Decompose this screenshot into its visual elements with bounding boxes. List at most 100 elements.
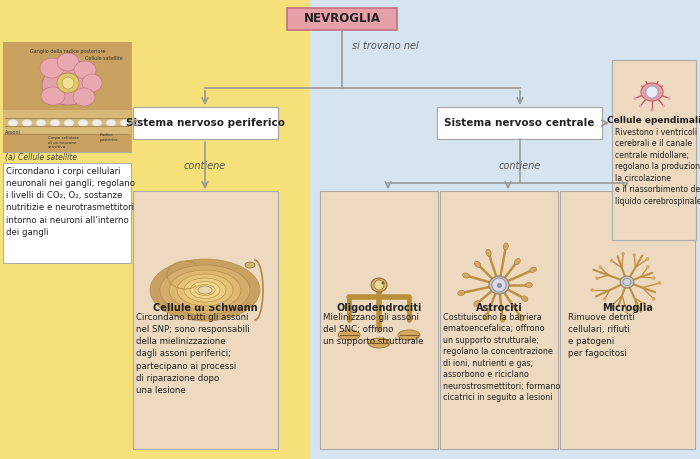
Ellipse shape xyxy=(500,313,505,321)
Ellipse shape xyxy=(169,270,241,310)
Circle shape xyxy=(652,276,655,280)
Ellipse shape xyxy=(40,58,64,78)
Text: Circondano tutti gli assoni
nel SNP; sono responsabili
della mielinizzazione
dag: Circondano tutti gli assoni nel SNP; son… xyxy=(136,313,250,395)
Circle shape xyxy=(634,97,636,100)
Text: Circondano i corpi cellulari
neuronali nei gangli; regolano
i livelli di CO₂, O₂: Circondano i corpi cellulari neuronali n… xyxy=(6,167,135,237)
Text: Cellule satellite: Cellule satellite xyxy=(85,56,122,61)
Circle shape xyxy=(639,104,642,107)
Ellipse shape xyxy=(531,267,538,272)
Circle shape xyxy=(374,280,384,290)
Bar xyxy=(3,42,131,152)
Bar xyxy=(133,107,278,139)
Ellipse shape xyxy=(526,282,533,287)
Text: Radice
posterior.: Radice posterior. xyxy=(100,133,120,141)
Text: Sistema nervoso periferico: Sistema nervoso periferico xyxy=(126,118,285,128)
Ellipse shape xyxy=(338,330,360,340)
Circle shape xyxy=(382,281,384,285)
Circle shape xyxy=(610,304,613,308)
Text: Cellule ependimali: Cellule ependimali xyxy=(607,116,700,125)
Text: Costituiscono la barriera
ematoencefalica; offrono
un supporto strutturale;
rego: Costituiscono la barriera ematoencefalic… xyxy=(443,313,561,402)
Ellipse shape xyxy=(120,119,130,127)
Text: Rimuove detriti
cellulari, rifiuti
e patogeni
per fagocitosi: Rimuove detriti cellulari, rifiuti e pat… xyxy=(568,313,635,358)
Ellipse shape xyxy=(524,297,530,302)
Text: Ganglio della radice posteriore: Ganglio della radice posteriore xyxy=(30,49,106,54)
Text: Rivestono i ventricoli
cerebrali e il canale
centrale midollare;
regolano la pro: Rivestono i ventricoli cerebrali e il ca… xyxy=(615,128,700,206)
Circle shape xyxy=(596,276,599,280)
Circle shape xyxy=(633,308,636,311)
Ellipse shape xyxy=(517,254,524,261)
Bar xyxy=(3,42,131,152)
Text: (a) Cellule satellite: (a) Cellule satellite xyxy=(5,153,77,162)
Ellipse shape xyxy=(92,119,102,127)
Bar xyxy=(437,107,602,139)
Text: Astrociti: Astrociti xyxy=(475,303,522,313)
Circle shape xyxy=(633,253,636,257)
Ellipse shape xyxy=(177,274,233,306)
Ellipse shape xyxy=(50,119,60,127)
Ellipse shape xyxy=(74,61,96,79)
Bar xyxy=(3,110,131,134)
Ellipse shape xyxy=(470,257,476,263)
Ellipse shape xyxy=(195,285,215,296)
Text: Cellule di Schwann: Cellule di Schwann xyxy=(153,303,258,313)
Text: Assoni: Assoni xyxy=(5,130,21,135)
Bar xyxy=(287,8,397,30)
Ellipse shape xyxy=(64,119,74,127)
Circle shape xyxy=(652,297,655,301)
Bar xyxy=(133,191,278,449)
Ellipse shape xyxy=(190,281,220,298)
Circle shape xyxy=(657,281,662,285)
Circle shape xyxy=(646,86,658,98)
Text: Oligodendrociti: Oligodendrociti xyxy=(336,303,421,313)
Ellipse shape xyxy=(245,262,255,268)
Bar xyxy=(612,60,696,240)
Bar xyxy=(440,191,558,449)
Text: contiene: contiene xyxy=(499,161,541,171)
Text: Sistema nervoso centrale: Sistema nervoso centrale xyxy=(444,118,595,128)
Circle shape xyxy=(667,97,671,100)
Circle shape xyxy=(62,77,74,89)
Ellipse shape xyxy=(502,249,508,256)
Ellipse shape xyxy=(482,318,487,325)
Ellipse shape xyxy=(41,87,65,105)
Ellipse shape xyxy=(641,83,663,101)
Ellipse shape xyxy=(489,276,509,294)
Ellipse shape xyxy=(82,74,102,92)
Text: si trovano nel: si trovano nel xyxy=(352,41,419,51)
Text: Microglia: Microglia xyxy=(602,303,653,313)
Text: Corpo cellulare
di un neurone
sensitivo: Corpo cellulare di un neurone sensitivo xyxy=(48,136,79,149)
Circle shape xyxy=(662,104,665,107)
Circle shape xyxy=(650,108,654,112)
Ellipse shape xyxy=(466,289,473,294)
Ellipse shape xyxy=(468,305,475,311)
Circle shape xyxy=(643,302,646,306)
Bar xyxy=(560,191,695,449)
Bar xyxy=(3,163,131,263)
Ellipse shape xyxy=(106,119,116,127)
Ellipse shape xyxy=(57,53,79,71)
Ellipse shape xyxy=(198,286,212,294)
Ellipse shape xyxy=(371,278,387,292)
Ellipse shape xyxy=(484,244,489,251)
Ellipse shape xyxy=(36,119,46,127)
Ellipse shape xyxy=(512,306,519,313)
Ellipse shape xyxy=(398,330,420,340)
Circle shape xyxy=(622,252,625,256)
Text: NEVROGLIA: NEVROGLIA xyxy=(304,12,381,26)
Circle shape xyxy=(603,297,607,301)
Circle shape xyxy=(646,265,650,269)
Ellipse shape xyxy=(184,278,226,302)
Bar xyxy=(0,0,310,459)
Ellipse shape xyxy=(160,265,250,315)
Text: contiene: contiene xyxy=(184,161,226,171)
Ellipse shape xyxy=(22,119,32,127)
Ellipse shape xyxy=(150,259,260,321)
Circle shape xyxy=(598,265,602,269)
Circle shape xyxy=(590,288,594,292)
Bar xyxy=(310,0,700,459)
Text: Mielinizzano gli assoni
del SNC; offrono
un supporto strutturale: Mielinizzano gli assoni del SNC; offrono… xyxy=(323,313,423,346)
Bar xyxy=(320,191,438,449)
Ellipse shape xyxy=(8,119,18,127)
Ellipse shape xyxy=(73,88,95,106)
Ellipse shape xyxy=(620,276,634,288)
